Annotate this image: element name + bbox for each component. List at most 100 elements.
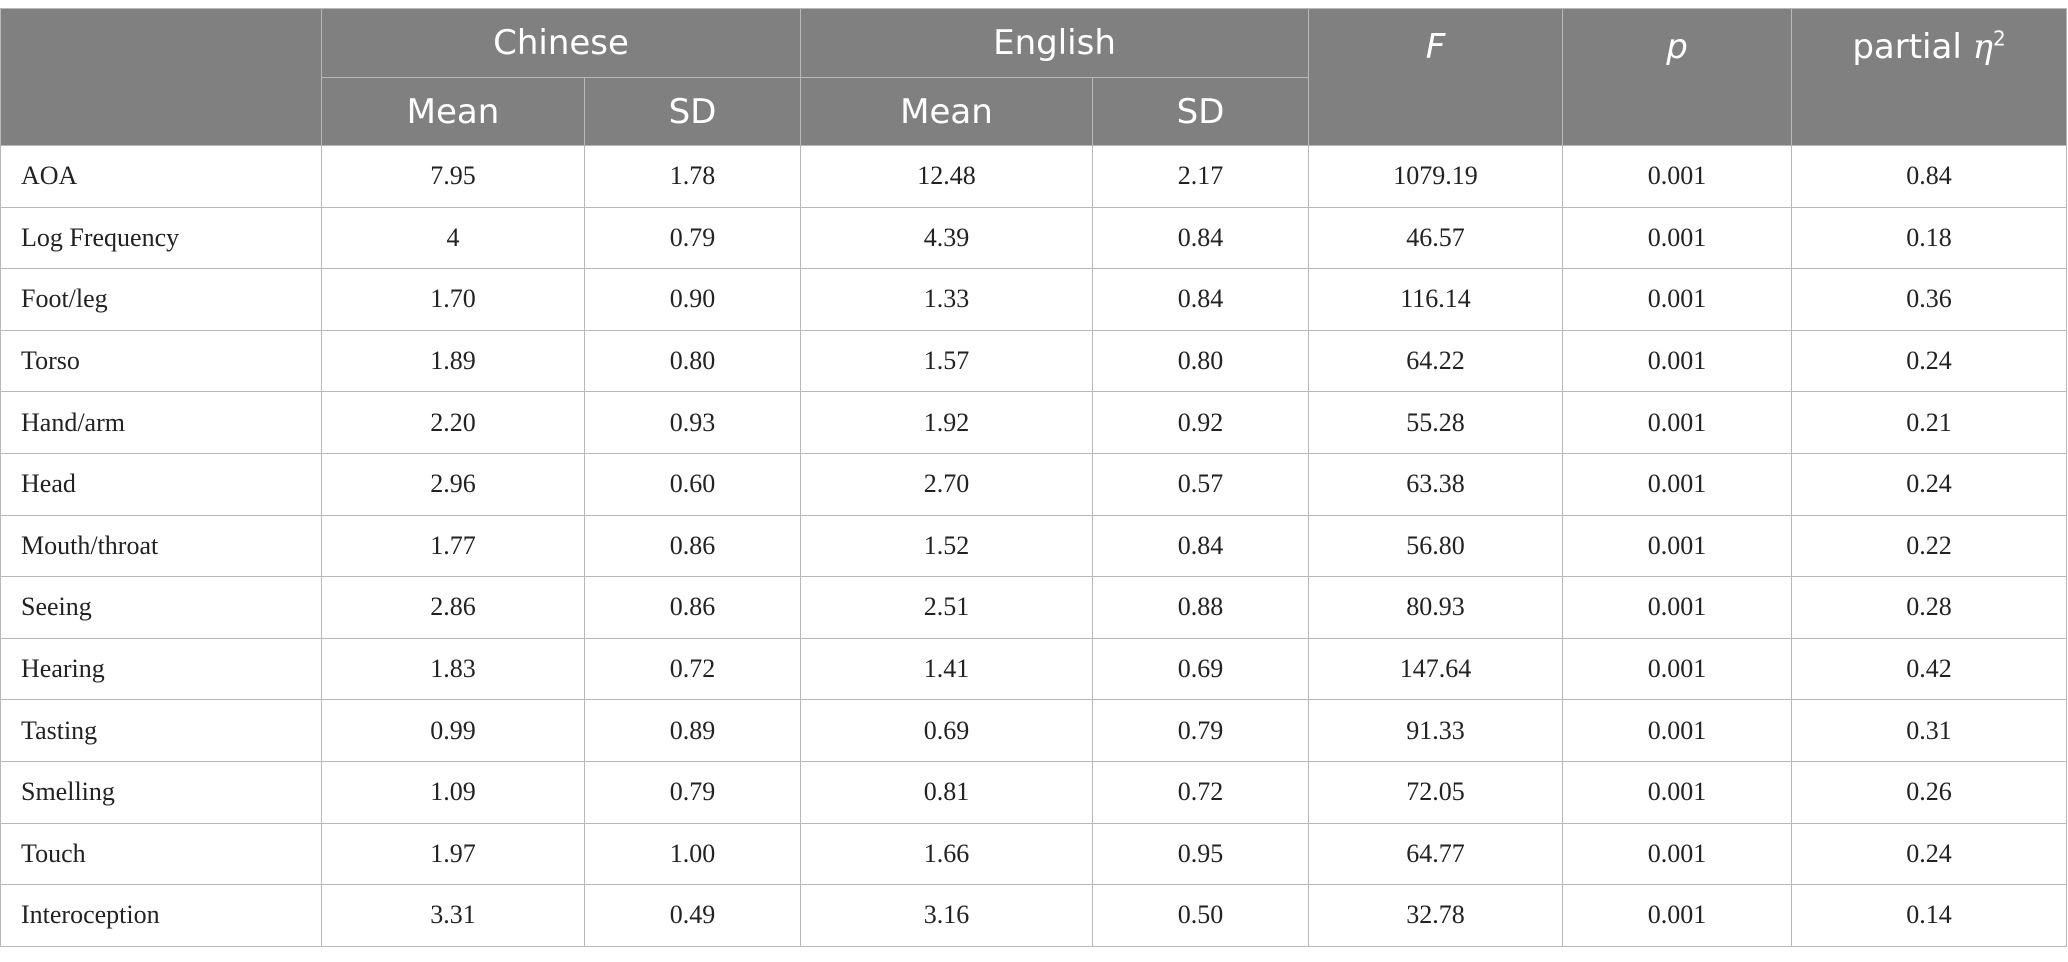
eta-cell: 0.14 [1791, 884, 2067, 947]
header-english-mean: Mean [800, 77, 1093, 146]
header-eta-prefix: partial [1852, 27, 1973, 67]
chinese-mean-cell: 1.83 [321, 637, 585, 701]
eta-cell: 0.42 [1791, 637, 2067, 701]
header-english: English [800, 8, 1309, 78]
table-row: Seeing 2.86 0.86 2.51 0.88 80.93 0.001 0… [0, 576, 2067, 639]
english-sd-cell: 0.84 [1092, 206, 1309, 270]
f-cell: 147.64 [1308, 637, 1563, 701]
p-cell: 0.001 [1562, 576, 1792, 639]
eta-cell: 0.21 [1791, 391, 2067, 454]
header-f: F [1308, 8, 1563, 146]
english-mean-cell: 1.33 [800, 268, 1093, 331]
english-mean-cell: 1.52 [800, 514, 1093, 578]
f-cell: 46.57 [1308, 206, 1563, 270]
header-eta-symbol: η [1972, 27, 1993, 67]
row-label: Log Frequency [0, 206, 322, 270]
eta-cell: 0.26 [1791, 760, 2067, 824]
chinese-sd-cell: 0.80 [584, 329, 801, 393]
chinese-sd-cell: 0.49 [584, 884, 801, 947]
english-mean-cell: 1.92 [800, 391, 1093, 454]
p-cell: 0.001 [1562, 699, 1792, 762]
p-cell: 0.001 [1562, 822, 1792, 886]
english-sd-cell: 0.88 [1092, 576, 1309, 639]
f-cell: 1079.19 [1308, 145, 1563, 208]
eta-cell: 0.28 [1791, 576, 2067, 639]
f-cell: 64.22 [1308, 329, 1563, 393]
eta-cell: 0.18 [1791, 206, 2067, 270]
header-p: p [1562, 8, 1792, 146]
english-sd-cell: 0.72 [1092, 760, 1309, 824]
f-cell: 63.38 [1308, 452, 1563, 516]
chinese-mean-cell: 3.31 [321, 884, 585, 947]
table-row: Log Frequency 4 0.79 4.39 0.84 46.57 0.0… [0, 206, 2067, 270]
eta-cell: 0.84 [1791, 145, 2067, 208]
row-label: Mouth/throat [0, 514, 322, 578]
english-mean-cell: 0.81 [800, 760, 1093, 824]
f-cell: 55.28 [1308, 391, 1563, 454]
english-mean-cell: 1.57 [800, 329, 1093, 393]
table-row: AOA 7.95 1.78 12.48 2.17 1079.19 0.001 0… [0, 145, 2067, 208]
row-label: Torso [0, 329, 322, 393]
chinese-mean-cell: 7.95 [321, 145, 585, 208]
table-row: Smelling 1.09 0.79 0.81 0.72 72.05 0.001… [0, 760, 2067, 824]
english-mean-cell: 2.70 [800, 452, 1093, 516]
english-sd-cell: 0.79 [1092, 699, 1309, 762]
chinese-mean-cell: 4 [321, 206, 585, 270]
english-sd-cell: 0.57 [1092, 452, 1309, 516]
p-cell: 0.001 [1562, 514, 1792, 578]
chinese-mean-cell: 0.99 [321, 699, 585, 762]
header-corner-cell [0, 8, 322, 146]
chinese-sd-cell: 0.79 [584, 760, 801, 824]
chinese-sd-cell: 0.86 [584, 514, 801, 578]
p-cell: 0.001 [1562, 452, 1792, 516]
chinese-sd-cell: 0.72 [584, 637, 801, 701]
p-cell: 0.001 [1562, 206, 1792, 270]
p-cell: 0.001 [1562, 268, 1792, 331]
p-cell: 0.001 [1562, 637, 1792, 701]
chinese-mean-cell: 1.70 [321, 268, 585, 331]
eta-cell: 0.24 [1791, 329, 2067, 393]
f-cell: 80.93 [1308, 576, 1563, 639]
table-row: Head 2.96 0.60 2.70 0.57 63.38 0.001 0.2… [0, 452, 2067, 516]
chinese-sd-cell: 0.86 [584, 576, 801, 639]
header-chinese-mean: Mean [321, 77, 585, 146]
f-cell: 56.80 [1308, 514, 1563, 578]
chinese-sd-cell: 1.00 [584, 822, 801, 886]
english-sd-cell: 2.17 [1092, 145, 1309, 208]
f-cell: 91.33 [1308, 699, 1563, 762]
f-cell: 116.14 [1308, 268, 1563, 331]
table-row: Foot/leg 1.70 0.90 1.33 0.84 116.14 0.00… [0, 268, 2067, 331]
english-sd-cell: 0.84 [1092, 268, 1309, 331]
table-row: Torso 1.89 0.80 1.57 0.80 64.22 0.001 0.… [0, 329, 2067, 393]
english-mean-cell: 3.16 [800, 884, 1093, 947]
chinese-mean-cell: 2.86 [321, 576, 585, 639]
f-cell: 64.77 [1308, 822, 1563, 886]
english-sd-cell: 0.80 [1092, 329, 1309, 393]
english-mean-cell: 2.51 [800, 576, 1093, 639]
english-sd-cell: 0.50 [1092, 884, 1309, 947]
table-row: Interoception 3.31 0.49 3.16 0.50 32.78 … [0, 884, 2067, 947]
row-label: Touch [0, 822, 322, 886]
row-label: Interoception [0, 884, 322, 947]
chinese-mean-cell: 1.89 [321, 329, 585, 393]
p-cell: 0.001 [1562, 391, 1792, 454]
english-mean-cell: 1.41 [800, 637, 1093, 701]
row-label: AOA [0, 145, 322, 208]
eta-cell: 0.24 [1791, 452, 2067, 516]
statistics-table: Chinese English F p partial η2 Mean SD M… [0, 8, 2067, 947]
eta-cell: 0.24 [1791, 822, 2067, 886]
row-label: Hearing [0, 637, 322, 701]
p-cell: 0.001 [1562, 760, 1792, 824]
english-mean-cell: 1.66 [800, 822, 1093, 886]
eta-cell: 0.22 [1791, 514, 2067, 578]
table-row: Mouth/throat 1.77 0.86 1.52 0.84 56.80 0… [0, 514, 2067, 578]
chinese-mean-cell: 1.77 [321, 514, 585, 578]
row-label: Hand/arm [0, 391, 322, 454]
table-row: Hearing 1.83 0.72 1.41 0.69 147.64 0.001… [0, 637, 2067, 701]
row-label: Seeing [0, 576, 322, 639]
chinese-sd-cell: 1.78 [584, 145, 801, 208]
table-row: Touch 1.97 1.00 1.66 0.95 64.77 0.001 0.… [0, 822, 2067, 886]
english-sd-cell: 0.95 [1092, 822, 1309, 886]
chinese-mean-cell: 1.09 [321, 760, 585, 824]
chinese-mean-cell: 1.97 [321, 822, 585, 886]
